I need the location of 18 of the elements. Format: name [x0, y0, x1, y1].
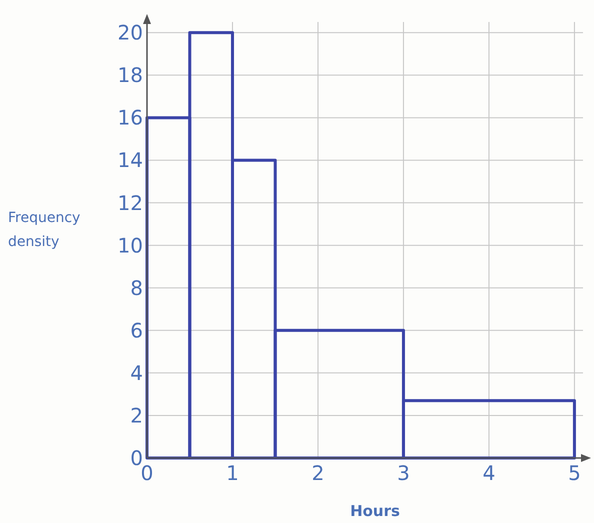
x-tick-label: 1 [226, 461, 239, 485]
x-tick-label: 3 [397, 461, 410, 485]
x-tick-label: 5 [568, 461, 581, 485]
y-tick-label: 4 [130, 360, 143, 385]
y-tick-label: 8 [130, 276, 143, 300]
y-tick-label: 14 [118, 148, 143, 172]
y-tick-label: 18 [118, 63, 143, 88]
x-tick-label: 4 [482, 461, 496, 485]
y-tick-label: 20 [118, 20, 143, 45]
x-tick-label: 2 [312, 461, 324, 485]
y-tick-label: 10 [118, 233, 143, 258]
y-tick-label: 6 [130, 318, 143, 342]
y-axis-title: Frequency density [8, 210, 80, 250]
y-tick-label: 12 [118, 190, 143, 215]
y-tick-label: 16 [118, 106, 143, 130]
y-tick-label: 0 [130, 446, 143, 470]
y-tick-label: 2 [130, 403, 143, 428]
x-axis-title: Hours [350, 502, 400, 520]
